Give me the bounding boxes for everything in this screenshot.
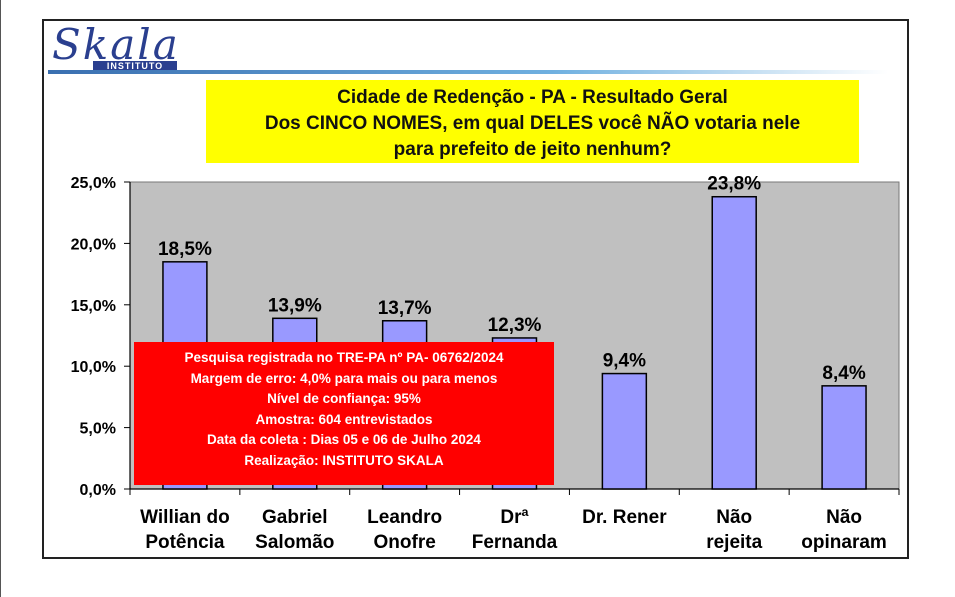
- title-line-2: Dos CINCO NOMES, em qual DELES você NÃO …: [264, 113, 801, 134]
- bar-value-label: 13,9%: [268, 295, 322, 316]
- x-category-label: Onofre: [374, 532, 436, 553]
- x-category-label: Não: [716, 507, 752, 528]
- bar: [821, 385, 867, 490]
- x-category-label: Salomão: [255, 532, 334, 553]
- x-category-label: rejeita: [706, 532, 762, 553]
- bar-value-label: 12,3%: [488, 315, 542, 336]
- bar: [601, 372, 648, 490]
- bar-value-label: 18,5%: [158, 239, 212, 260]
- y-tick-label: 20,0%: [71, 236, 116, 253]
- page-left-rule: [0, 0, 1, 597]
- bar-value-label: 9,4%: [603, 351, 646, 372]
- info-line-margin: Margem de erro: 4,0% para mais ou para m…: [190, 370, 498, 386]
- bar-value-label: 8,4%: [822, 363, 865, 384]
- x-category-label: Potência: [145, 532, 225, 553]
- survey-info-box: Pesquisa registrada no TRE-PA nº PA- 067…: [134, 342, 554, 485]
- info-line-registration: Pesquisa registrada no TRE-PA nº PA- 067…: [184, 350, 504, 365]
- y-tick-label: 15,0%: [71, 298, 116, 315]
- chart-title-box: Cidade de Redenção - PA - Resultado Gera…: [206, 80, 859, 163]
- x-category-label: Fernanda: [472, 532, 558, 553]
- logo-subtitle: INSTITUTO: [93, 61, 177, 71]
- bar-value-label: 23,8%: [707, 174, 761, 195]
- x-category-label: Drª: [500, 507, 529, 528]
- bar-value-label: 13,7%: [378, 298, 432, 319]
- y-tick-label: 0,0%: [80, 482, 116, 499]
- x-category-label: Não: [826, 507, 862, 528]
- y-tick-label: 5,0%: [80, 421, 116, 438]
- info-line-sample: Amostra: 604 entrevistados: [255, 411, 433, 427]
- logo-name: Skala: [52, 20, 180, 69]
- bar: [711, 195, 757, 490]
- x-category-label: Leandro: [367, 507, 442, 528]
- skala-logo: Skala INSTITUTO: [48, 20, 188, 72]
- x-category-label: Willian do: [140, 507, 230, 528]
- x-category-label: Dr. Rener: [582, 507, 667, 528]
- x-category-label: opinaram: [801, 532, 887, 553]
- y-tick-label: 25,0%: [71, 175, 116, 192]
- y-tick-label: 10,0%: [71, 359, 116, 376]
- logo-underline: [48, 70, 888, 74]
- info-line-author: Realização: INSTITUTO SKALA: [244, 452, 444, 468]
- title-line-1: Cidade de Redenção - PA - Resultado Gera…: [337, 87, 728, 108]
- info-line-date: Data da coleta : Dias 05 e 06 de Julho 2…: [207, 432, 481, 447]
- info-line-confidence: Nível de confiança: 95%: [267, 391, 421, 406]
- x-category-label: Gabriel: [262, 507, 327, 528]
- title-line-3: para prefeito de jeito nenhum?: [393, 139, 672, 160]
